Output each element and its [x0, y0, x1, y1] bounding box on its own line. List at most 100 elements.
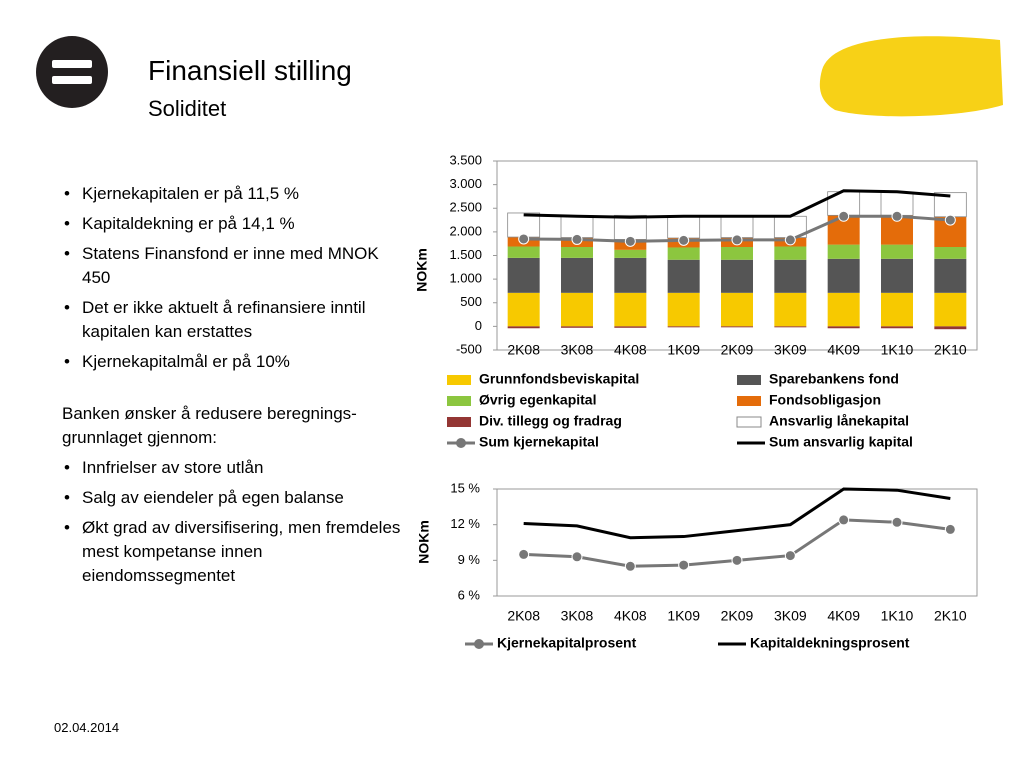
bar: [614, 249, 647, 258]
y-tick-label: 1.500: [449, 247, 482, 262]
bar: [667, 247, 700, 260]
marker: [678, 559, 690, 571]
bar: [561, 246, 593, 258]
bullet: Innfrielser av store utlån: [64, 456, 402, 480]
bullet: Kjernekapitalen er på 11,5 %: [64, 182, 402, 206]
bar: [881, 244, 913, 259]
legend-swatch: [447, 396, 471, 406]
bar: [721, 326, 753, 328]
legend-label: Div. tillegg og fradrag: [479, 413, 622, 429]
legend-label: Ansvarlig lånekapital: [769, 413, 909, 429]
marker: [944, 214, 956, 226]
paragraph: Banken ønsker å redusere beregnings-grun…: [62, 404, 357, 447]
y-tick-label: 15 %: [450, 480, 480, 495]
x-tick-label: 4K09: [827, 342, 860, 358]
y-tick-label: 0: [475, 318, 482, 333]
bar: [614, 326, 647, 328]
bar: [881, 258, 913, 293]
bar: [507, 326, 540, 329]
bar: [614, 257, 647, 293]
legend-label: Sum ansvarlig kapital: [769, 434, 913, 450]
marker: [571, 233, 583, 245]
marker: [571, 551, 583, 563]
marker: [624, 235, 636, 247]
legend-label: Kapitaldekningsprosent: [750, 635, 910, 651]
bullet-list: Kjernekapitalen er på 11,5 % Kapitaldekni…: [62, 182, 402, 380]
y-tick-label: 500: [460, 294, 482, 309]
bar: [774, 259, 807, 293]
bar: [720, 215, 754, 238]
y-tick-label: 2.000: [449, 223, 482, 238]
marker: [838, 514, 850, 526]
bar: [507, 257, 540, 293]
x-tick-label: 3K09: [774, 342, 807, 358]
x-tick-label: 3K09: [774, 608, 807, 624]
marker: [624, 560, 636, 572]
marker: [731, 554, 743, 566]
date: 02.04.2014: [54, 720, 120, 735]
bar: [667, 215, 701, 239]
bar: [934, 326, 967, 330]
legend-label: Kjernekapitalprosent: [497, 635, 637, 651]
logo: [36, 36, 108, 108]
decor-blob: [819, 36, 1003, 117]
bar: [507, 212, 541, 238]
x-tick-label: 2K10: [934, 608, 967, 624]
bar: [561, 326, 593, 328]
bar: [507, 292, 540, 327]
x-tick-label: 2K08: [507, 608, 540, 624]
legend-label: Grunnfondsbeviskapital: [479, 371, 639, 387]
bullet: Salg av eiendeler på egen balanse: [64, 486, 402, 510]
bar: [667, 292, 700, 327]
x-tick-label: 2K08: [507, 342, 540, 358]
marker: [944, 523, 956, 535]
marker: [518, 548, 530, 560]
bar: [721, 259, 753, 293]
bullet: Statens Finansfond er inne med MNOK 450: [64, 242, 402, 290]
marker: [891, 516, 903, 528]
legend-swatch: [737, 396, 761, 406]
x-tick-label: 1K10: [881, 608, 914, 624]
legend-swatch: [737, 375, 761, 385]
line: [523, 189, 951, 219]
x-tick-label: 2K09: [721, 342, 754, 358]
bar: [881, 292, 913, 327]
legend-label: Sparebankens fond: [769, 371, 899, 387]
bar: [933, 192, 967, 218]
y-tick-label: 3.000: [449, 176, 482, 191]
bullet: Kjernekapitalmål er på 10%: [64, 350, 402, 374]
x-tick-label: 4K08: [614, 342, 647, 358]
bar: [934, 246, 967, 259]
marker: [731, 234, 743, 246]
marker: [784, 550, 796, 562]
bar: [614, 292, 647, 327]
y-tick-label: 2.500: [449, 200, 482, 215]
subtitle: Soliditet: [148, 96, 227, 121]
bar: [881, 326, 913, 329]
bullet-list: Innfrielser av store utlån Salg av eiende…: [62, 456, 402, 594]
bullet: Det er ikke aktuelt å refinansiere innti…: [64, 296, 402, 344]
legend-swatch: [447, 375, 471, 385]
legend-label: Fondsobligasjon: [769, 392, 881, 408]
x-tick-label: 4K09: [827, 608, 860, 624]
marker: [518, 233, 530, 245]
bar: [934, 292, 967, 327]
marker: [784, 234, 796, 246]
bar: [667, 326, 700, 328]
y-tick-label: 9 %: [458, 552, 481, 567]
bar: [561, 257, 593, 293]
legend-swatch: [447, 417, 471, 427]
line: [523, 487, 951, 540]
y-tick-label: -500: [456, 341, 482, 356]
bar: [827, 258, 860, 293]
marker: [838, 210, 850, 222]
logo-bar: [52, 76, 92, 84]
legend-label: Øvrig egenkapital: [479, 392, 596, 408]
bullet: Økt grad av diversifisering, men fremdel…: [64, 516, 402, 588]
x-tick-label: 2K10: [934, 342, 967, 358]
plot-frame: [496, 488, 978, 597]
logo-bar: [52, 60, 92, 68]
bar: [561, 292, 593, 327]
bar: [774, 326, 807, 328]
bar: [721, 292, 753, 327]
